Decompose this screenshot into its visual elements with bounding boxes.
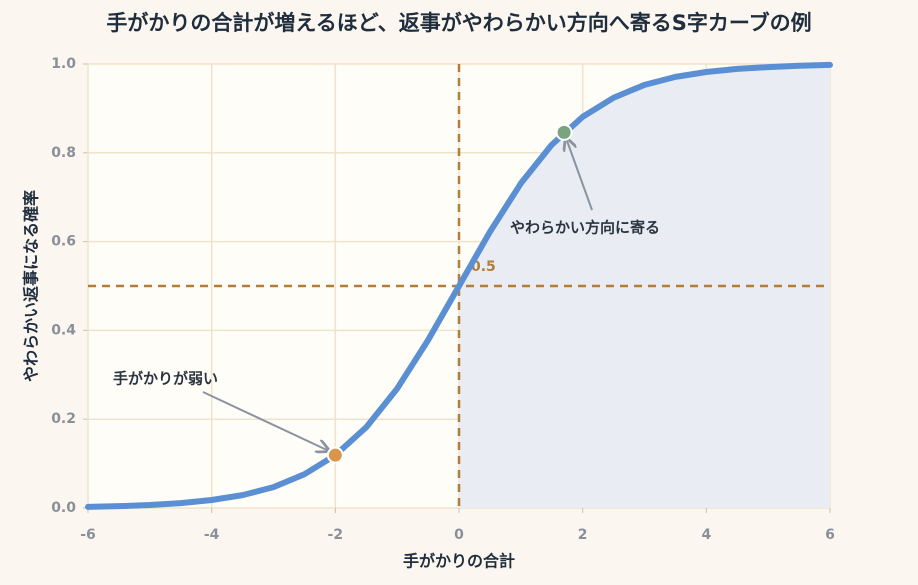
x-tick-label: -4 [204,527,220,543]
reference-label: 0.5 [471,259,496,275]
x-tick-label: 4 [701,527,711,543]
y-tick-label: 0.0 [51,500,76,516]
y-tick-label: 0.4 [51,322,76,338]
annotation-arrow [202,391,329,451]
y-axis-label: やわらかい返事になる確率 [22,190,41,382]
highlight-point [555,123,573,141]
x-tick-label: 0 [454,527,464,543]
x-tick-label: 6 [825,527,835,543]
highlight-point [326,446,344,464]
chart-title: 手がかりの合計が増えるほど、返事がやわらかい方向へ寄るS字カーブの例 [106,11,811,35]
annotation-text: 手がかりが弱い [113,370,218,388]
annotation-arrow [566,138,593,211]
y-tick-label: 0.8 [51,145,76,161]
x-axis-label: 手がかりの合計 [403,552,515,571]
x-tick-label: -2 [328,527,344,543]
y-tick-label: 0.2 [51,411,76,427]
curve [85,61,833,510]
x-tick-label: 2 [578,527,588,543]
y-tick-label: 1.0 [51,56,76,72]
annotation-text: やわらかい方向に寄る [510,219,660,237]
y-tick-label: 0.6 [51,234,76,250]
shaded-area [459,64,830,508]
x-tick-label: -6 [80,527,96,543]
